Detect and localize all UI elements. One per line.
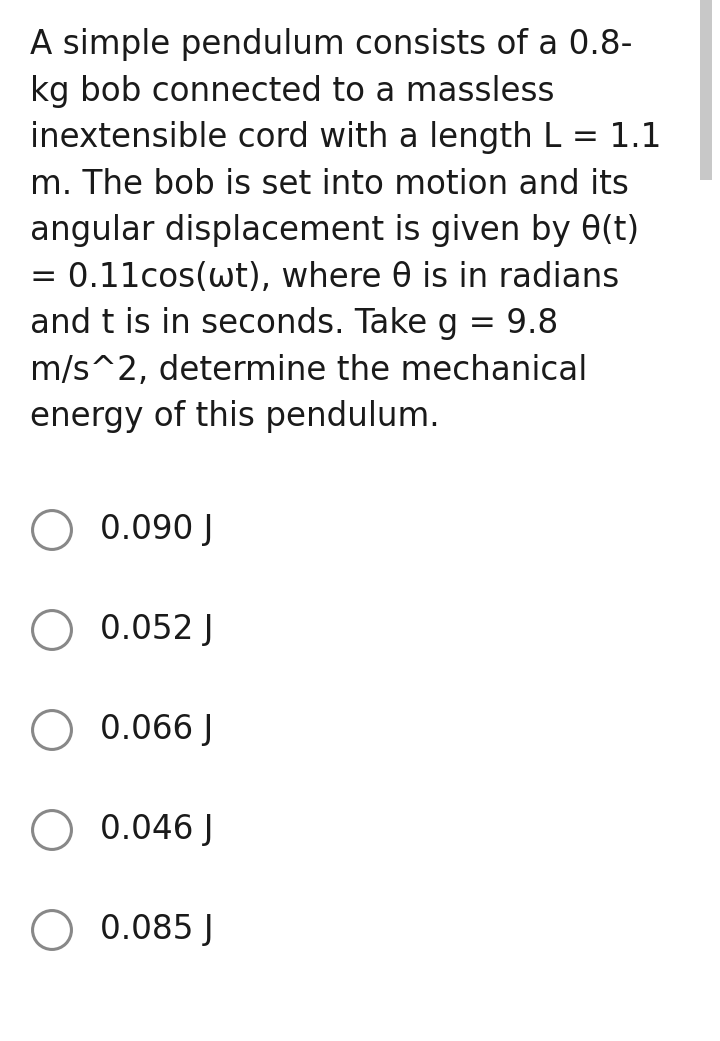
- Text: 0.066 J: 0.066 J: [100, 713, 213, 746]
- Text: A simple pendulum consists of a 0.8-
kg bob connected to a massless
inextensible: A simple pendulum consists of a 0.8- kg …: [30, 28, 662, 433]
- Text: 0.085 J: 0.085 J: [100, 914, 214, 946]
- Text: 0.090 J: 0.090 J: [100, 513, 213, 547]
- Text: 0.052 J: 0.052 J: [100, 613, 214, 646]
- Text: 0.046 J: 0.046 J: [100, 813, 214, 846]
- Bar: [700, 0, 712, 180]
